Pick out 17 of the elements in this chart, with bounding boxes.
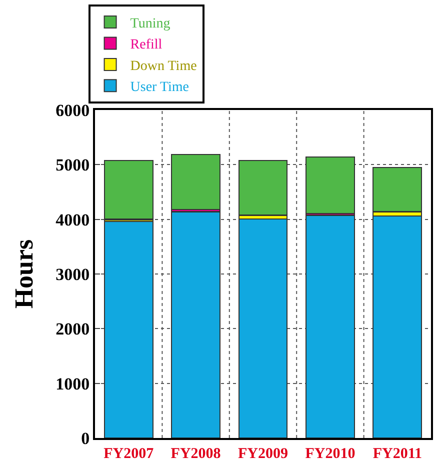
x-tick-label: FY2007 [104, 446, 154, 462]
legend-label: Tuning [130, 16, 170, 32]
x-tick-label: FY2011 [372, 446, 422, 462]
x-tick-label: FY2010 [305, 446, 356, 462]
y-axis-title: Hours [10, 239, 38, 309]
y-tick-label: 2000 [56, 320, 90, 339]
y-tick-label: 0 [81, 428, 90, 448]
y-tick-label: 5000 [56, 156, 90, 175]
legend-label: Down Time [130, 58, 197, 74]
y-tick-label: 3000 [56, 264, 90, 284]
x-tick-label: FY2008 [170, 446, 221, 462]
legend-label: Refill [130, 38, 162, 53]
x-tick-label: FY2009 [238, 446, 288, 462]
legend-label: User Time [130, 80, 190, 96]
y-tick-label: 4000 [56, 210, 90, 230]
y-tick-label: 1000 [56, 374, 90, 394]
y-tick-label: 6000 [56, 100, 90, 120]
